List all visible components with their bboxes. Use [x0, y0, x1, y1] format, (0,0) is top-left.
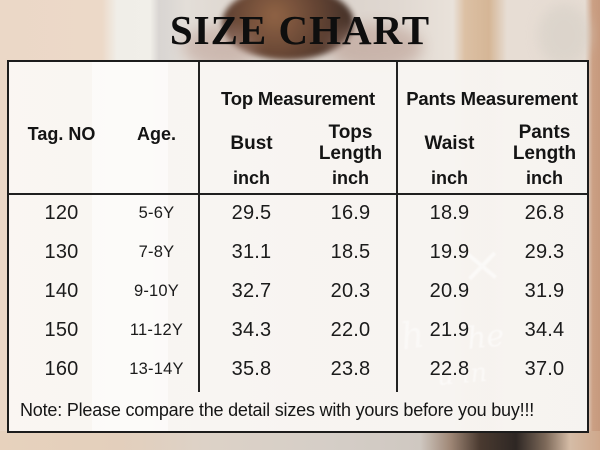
table-cell: 20.3 — [330, 280, 371, 302]
table-cell: 34.4 — [524, 319, 565, 341]
table-cell: 19.9 — [429, 241, 470, 263]
header-tops-length: Tops Length — [318, 122, 383, 164]
table-cell: 34.3 — [231, 319, 272, 341]
table-cell: 32.7 — [231, 280, 272, 302]
table-cell: 20.9 — [429, 280, 470, 302]
header-age: Age. — [136, 123, 176, 144]
header-group-pants-measurement: Pants Measurement — [406, 88, 578, 109]
table-cell: 16.9 — [330, 202, 371, 224]
unit-label-waist: inch — [430, 168, 468, 188]
table-cell: 29.3 — [524, 241, 565, 263]
table-cell: 7-8Y — [138, 243, 175, 261]
table-cell: 22.0 — [330, 319, 371, 341]
unit-label-pants-length: inch — [525, 168, 563, 188]
header-waist: Waist — [424, 132, 475, 154]
table-cell: 31.1 — [231, 241, 272, 263]
table-cell: 120 — [44, 202, 79, 224]
table-cell: 18.9 — [429, 202, 470, 224]
background-photo-plant — [538, 4, 590, 66]
header-pants-length: Pants Length — [512, 122, 577, 164]
column-divider-pants-section — [396, 62, 398, 392]
header-bust: Bust — [230, 132, 273, 154]
page-title: SIZE CHART — [169, 7, 431, 53]
table-cell: 37.0 — [524, 358, 565, 380]
background-light-band — [92, 62, 168, 431]
table-cell: 29.5 — [231, 202, 272, 224]
table-cell: 11-12Y — [129, 321, 184, 339]
note-text: Note: Please compare the detail sizes wi… — [20, 399, 535, 420]
header-tag-no: Tag. NO — [27, 123, 96, 144]
table-body: 120 5-6Y 29.5 16.9 18.9 26.8 130 7-8Y 31… — [9, 194, 587, 389]
table-cell: 130 — [44, 241, 79, 263]
table-cell: 23.8 — [330, 358, 371, 380]
table-cell: 160 — [44, 358, 79, 380]
column-divider-top-section — [198, 62, 200, 392]
background-photo-blouse — [222, 0, 354, 60]
table-cell: 35.8 — [231, 358, 272, 380]
header-group-top-measurement: Top Measurement — [221, 88, 375, 109]
table-cell: 5-6Y — [138, 204, 175, 222]
unit-label-bust: inch — [232, 168, 270, 188]
table-cell: 21.9 — [429, 319, 470, 341]
table-cell: 13-14Y — [129, 360, 184, 378]
table-cell: 9-10Y — [133, 282, 180, 300]
background-photo-bottom-strip — [0, 431, 600, 450]
table-cell: 26.8 — [524, 202, 565, 224]
table-cell: 150 — [44, 319, 79, 341]
table-cell: 31.9 — [524, 280, 565, 302]
unit-label-tops-length: inch — [331, 168, 369, 188]
table-cell: 18.5 — [330, 241, 371, 263]
table-cell: 140 — [44, 280, 79, 302]
size-chart-table: h he u in Tag. NO Age. Top Measurement P… — [7, 60, 589, 433]
table-header: Tag. NO Age. Top Measurement Pants Measu… — [9, 62, 587, 194]
table-cell: 22.8 — [429, 358, 470, 380]
header-separator-line — [9, 193, 587, 195]
